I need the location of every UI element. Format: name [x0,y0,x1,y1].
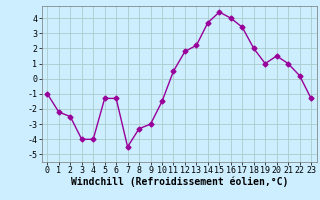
X-axis label: Windchill (Refroidissement éolien,°C): Windchill (Refroidissement éolien,°C) [70,177,288,187]
